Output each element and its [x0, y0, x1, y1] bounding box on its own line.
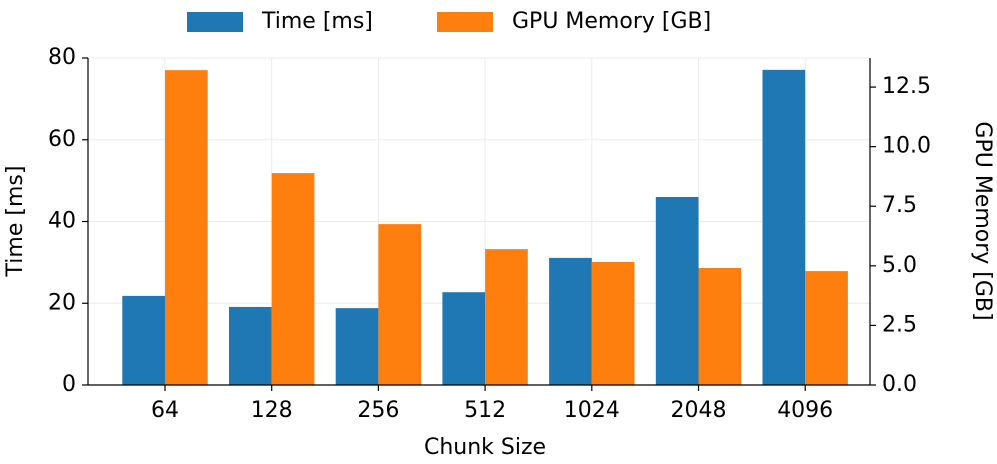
y-tick-label: 60 — [48, 127, 76, 152]
y2-tick-label: 10.0 — [882, 134, 931, 159]
bar — [122, 295, 165, 385]
bar — [335, 308, 379, 385]
x-tick-label: 512 — [464, 398, 506, 423]
bar — [762, 69, 806, 385]
y2-tick-label: 2.5 — [882, 312, 917, 337]
bar — [378, 224, 422, 385]
bar — [698, 267, 742, 385]
bar — [485, 249, 528, 385]
x-tick-label: 2048 — [671, 398, 727, 423]
bar — [442, 292, 486, 385]
y-tick-label: 80 — [48, 45, 76, 70]
x-tick-label: 1024 — [564, 398, 620, 423]
y2-tick-label: 0.0 — [882, 372, 917, 397]
legend-swatch — [187, 12, 243, 32]
bar — [591, 262, 635, 385]
y-tick-label: 20 — [48, 290, 76, 315]
y-tick-label: 40 — [48, 209, 76, 234]
legend-swatch — [437, 12, 493, 32]
legend-label: GPU Memory [GB] — [512, 9, 711, 34]
y2-tick-label: 7.5 — [882, 193, 917, 218]
x-tick-label: 64 — [151, 398, 179, 423]
bar — [655, 196, 699, 385]
x-tick-label: 256 — [357, 398, 399, 423]
bar — [805, 271, 848, 385]
x-tick-label: 4096 — [777, 398, 833, 423]
y2-axis-label: GPU Memory [GB] — [970, 121, 995, 320]
x-axis-label: Chunk Size — [424, 435, 546, 460]
legend-label: Time [ms] — [261, 9, 373, 34]
y2-tick-label: 5.0 — [882, 253, 917, 278]
x-tick-label: 128 — [251, 398, 293, 423]
bar — [549, 257, 592, 385]
y2-tick-label: 12.5 — [882, 74, 931, 99]
bar — [165, 70, 208, 386]
y-axis-label: Time [ms] — [3, 166, 28, 278]
bar — [271, 173, 315, 385]
bar — [229, 306, 272, 385]
y-tick-label: 0 — [62, 372, 76, 397]
